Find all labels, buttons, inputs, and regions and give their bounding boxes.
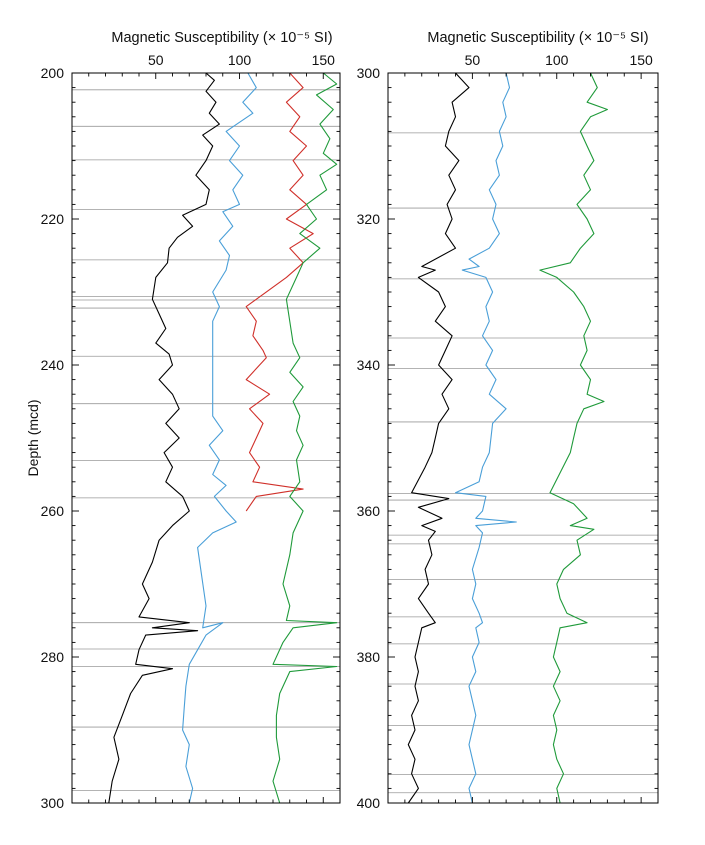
panel-left-plot-area: 50 100 150 200 220 240 260 280 300 bbox=[41, 52, 341, 811]
y-tick-label: 360 bbox=[357, 503, 381, 519]
x-tick-label: 150 bbox=[312, 52, 336, 68]
y-tick-label: 240 bbox=[41, 357, 65, 373]
x-tick-label: 50 bbox=[148, 52, 164, 68]
series-line-2 bbox=[182, 72, 257, 804]
y-tick-label: 220 bbox=[41, 211, 65, 227]
x-tick-label: 150 bbox=[629, 52, 653, 68]
series-line-3 bbox=[539, 72, 608, 804]
y-tick-label: 300 bbox=[41, 795, 65, 811]
panel-right: Magnetic Susceptibility (× 10⁻⁵ SI) 50 10… bbox=[357, 30, 659, 811]
x-tick-label: 100 bbox=[545, 52, 569, 68]
y-tick-label: 320 bbox=[357, 211, 381, 227]
y-axis-title: Depth (mcd) bbox=[25, 399, 41, 476]
y-tick-label: 400 bbox=[357, 795, 381, 811]
y-tick-label: 340 bbox=[357, 357, 381, 373]
x-axis-title-right: Magnetic Susceptibility (× 10⁻⁵ SI) bbox=[427, 30, 648, 46]
series-line-1 bbox=[407, 72, 470, 804]
plot-frame bbox=[387, 72, 659, 804]
x-axis-title-left: Magnetic Susceptibility (× 10⁻⁵ SI) bbox=[111, 30, 332, 46]
y-tick-label: 380 bbox=[357, 649, 381, 665]
y-tick-label: 280 bbox=[41, 649, 65, 665]
panel-right-plot-area: 50 100 150 300 320 340 360 380 400 bbox=[357, 52, 659, 811]
x-tick-label: 50 bbox=[465, 52, 481, 68]
x-tick-label: 100 bbox=[228, 52, 252, 68]
panel-left: Magnetic Susceptibility (× 10⁻⁵ SI) Dept… bbox=[25, 30, 341, 811]
y-tick-label: 260 bbox=[41, 503, 65, 519]
series-line-1 bbox=[108, 72, 220, 804]
series-line-2 bbox=[454, 72, 517, 804]
y-tick-label: 300 bbox=[357, 65, 381, 81]
series-line-4 bbox=[272, 72, 338, 804]
series-line-3 bbox=[245, 72, 314, 512]
y-tick-label: 200 bbox=[41, 65, 65, 81]
